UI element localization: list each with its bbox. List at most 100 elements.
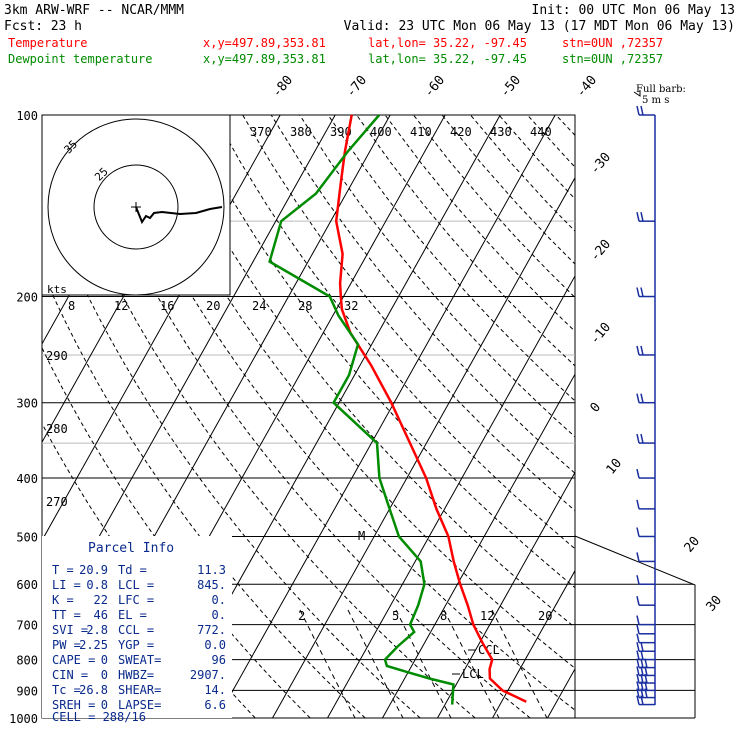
dry-adiabat-470: [555, 115, 575, 137]
wind-barb: [636, 527, 655, 538]
parcel-row-value-right: 845.: [197, 578, 226, 592]
theta-label-420: 420: [450, 125, 472, 139]
dry-adiabat-420: [413, 115, 575, 299]
hodo-speed-label-20: 20: [206, 299, 220, 313]
parcel-row-label-right: LAPSE=: [118, 698, 161, 712]
barb-flag: [636, 287, 640, 297]
isotherm-label--60: -60: [422, 73, 449, 101]
barb-flag: [636, 650, 640, 660]
dry-adiabat-300: [71, 115, 531, 718]
temperature-line: [334, 114, 527, 703]
barb-flag: [636, 575, 640, 585]
parcel-row-value: 46: [94, 608, 108, 622]
adiabat-label-290: 290: [46, 349, 68, 363]
parcel-row-value: 0: [101, 653, 108, 667]
temp-xy: x,y=497.89,353.81: [203, 36, 326, 50]
barb-legend-line1: Full barb:: [636, 84, 686, 95]
dry-adiabat-260: [42, 346, 311, 718]
mixing-ratio-20: [491, 609, 548, 718]
isotherm-10: [437, 471, 575, 718]
lower-frame: [574, 535, 696, 718]
hodo-speed-label-8: 8: [68, 299, 75, 313]
parcel-row-label-right: LFC =: [118, 593, 154, 607]
mixing-ratio-label-8: 8: [440, 609, 447, 623]
barb-flag: [640, 642, 644, 652]
barb-legend: Full barb: 5 m s: [633, 84, 686, 106]
isotherm-20: [492, 569, 575, 718]
wind-barb: [636, 287, 655, 298]
parcel-row-label: TT =: [52, 608, 81, 622]
hodo-speed-label-12: 12: [114, 299, 128, 313]
pressure-label-900: 900: [16, 684, 38, 698]
parcel-row-label: T =: [52, 563, 74, 577]
parcel-row-label: CIN =: [52, 668, 88, 682]
isotherm-label-20: 20: [682, 534, 704, 556]
dry-adiabat-290: [42, 115, 476, 718]
temp-latlon: lat,lon= 35.22, -97.45: [368, 36, 527, 50]
barb-flag: [640, 212, 644, 222]
dry-adiabat-270: [42, 269, 366, 718]
parcel-row-value-right: 14.: [204, 683, 226, 697]
fcst-value: 23 h: [51, 19, 82, 34]
wind-barb: [636, 468, 655, 479]
mixing-ratio-12: [443, 609, 500, 718]
dry-adiabat-360: [242, 115, 575, 512]
isotherm--30: [217, 115, 556, 718]
isotherm--20: [272, 176, 575, 718]
barb-legend-line2: 5 m s: [642, 95, 669, 106]
wind-barb: [636, 345, 655, 356]
barb-flag: [640, 105, 644, 116]
dry-adiabat-450: [498, 115, 575, 200]
parcel-row-value-right: 96: [212, 653, 226, 667]
barb-flag: [636, 393, 640, 403]
theta-label-370: 370: [250, 125, 272, 139]
hodograph-inset: 25 35 kts: [41, 114, 231, 296]
parcel-row-value: 2.25: [79, 638, 108, 652]
barb-flag: [636, 468, 640, 479]
mixing-ratio-label-12: 12: [480, 609, 494, 623]
barb-flag: [636, 212, 640, 222]
isotherm-label--30: -30: [588, 150, 615, 178]
wind-barb: [636, 596, 655, 606]
barb-flag: [636, 345, 640, 356]
dry-adiabat-350: [213, 115, 575, 550]
wind-barb: [636, 615, 655, 626]
barb-flag: [636, 433, 640, 444]
parcel-row-label-right: HWBZ=: [118, 668, 154, 682]
model-title: 3km ARW-WRF -- NCAR/MMM: [4, 3, 184, 18]
hodo-speed-label-16: 16: [160, 299, 174, 313]
isotherm-label-10: 10: [604, 456, 626, 478]
isotherm-label--10: -10: [588, 320, 615, 348]
parcel-row-value: 0: [101, 698, 108, 712]
barb-flag: [636, 633, 640, 643]
barb-flag: [640, 393, 644, 403]
parcel-row-label-right: Td =: [118, 563, 147, 577]
wind-barb: [636, 624, 655, 635]
theta-label-430: 430: [490, 125, 512, 139]
dry-adiabat-310: [99, 115, 575, 711]
temp-stn: stn=0UN ,72357: [562, 36, 663, 50]
isotherm-label--40: -40: [574, 73, 601, 101]
theta-label-440: 440: [530, 125, 552, 139]
wind-barb: [636, 633, 655, 644]
hodo-speed-label-28: 28: [298, 299, 312, 313]
parcel-row-label: PW =: [52, 638, 81, 652]
parcel-row-value: 22: [94, 593, 108, 607]
barb-flag: [636, 624, 640, 634]
isotherm-label--20: -20: [588, 237, 615, 265]
barb-flag: [636, 105, 640, 116]
parcel-row-label-right: EL =: [118, 608, 147, 622]
dry-adiabat-330: [156, 115, 575, 629]
parcel-row-label: SVI =: [52, 623, 88, 637]
parcel-row-value-right: 0.0: [204, 638, 226, 652]
parcel-row-value-right: 772.: [197, 623, 226, 637]
barb-flag: [636, 673, 640, 684]
wind-barb: [636, 433, 655, 444]
wind-barb: [636, 552, 655, 563]
mixing-ratio-8: [395, 609, 452, 718]
mixing-ratio-label-20: 20: [538, 609, 552, 623]
pressure-label-700: 700: [16, 619, 38, 633]
wind-barb: [636, 212, 655, 222]
wind-barbs: [636, 105, 656, 706]
